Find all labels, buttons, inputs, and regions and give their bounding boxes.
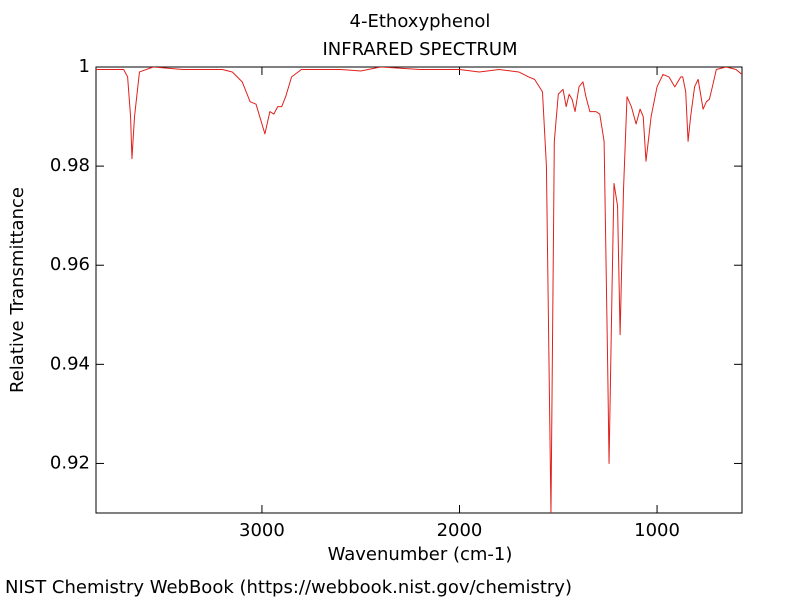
footer: NIST Chemistry WebBook (https://webbook.… xyxy=(5,577,572,598)
x-tick-label: 1000 xyxy=(634,520,680,541)
y-axis-label: Relative Transmittance xyxy=(7,187,28,393)
spectrum-line xyxy=(96,67,742,513)
y-tick-label: 0.94 xyxy=(50,353,90,374)
chart-subtitle: INFRARED SPECTRUM xyxy=(322,39,517,60)
x-tick-label: 3000 xyxy=(239,520,285,541)
x-axis-label: Wavenumber (cm-1) xyxy=(328,544,513,565)
y-tick-label: 1 xyxy=(79,56,90,77)
chart-title: 4-Ethoxyphenol xyxy=(350,11,491,32)
plot-frame xyxy=(95,66,743,514)
y-tick-label: 0.92 xyxy=(50,452,90,473)
y-tick-label: 0.96 xyxy=(50,254,90,275)
x-tick-label: 2000 xyxy=(437,520,483,541)
y-tick-label: 0.98 xyxy=(50,155,90,176)
